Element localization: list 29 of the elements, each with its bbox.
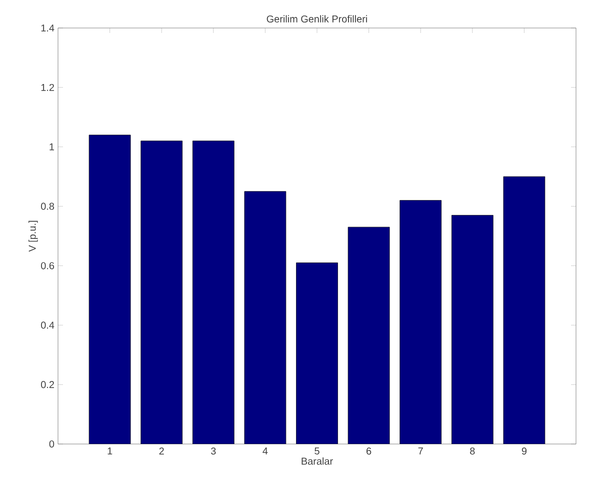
bar xyxy=(400,200,442,444)
x-tick-label: 3 xyxy=(211,448,216,455)
bar xyxy=(296,262,338,444)
x-tick-label: 5 xyxy=(314,448,320,454)
bar xyxy=(452,215,494,444)
x-tick-label: 9 xyxy=(522,448,527,455)
bar xyxy=(503,176,546,444)
chart-title: Gerilim Genlik Profilleri xyxy=(266,15,367,22)
y-tick-label: 0.2 xyxy=(41,381,54,388)
x-tick-label: 8 xyxy=(470,448,475,455)
x-axis-title: Baralar xyxy=(302,457,333,465)
bar xyxy=(89,134,131,444)
x-tick-label: 2 xyxy=(159,448,164,454)
y-tick-label: 0.8 xyxy=(41,202,54,210)
x-tick-label: 6 xyxy=(366,448,372,455)
x-tick-label: 1 xyxy=(108,448,112,454)
bar xyxy=(140,140,182,444)
y-axis-title: V [p.u.] xyxy=(28,220,38,252)
y-tick-label: 1 xyxy=(50,143,54,150)
bar xyxy=(244,191,286,444)
y-tick-label: 0.4 xyxy=(41,322,54,329)
y-tick-label: 0.6 xyxy=(41,262,54,270)
y-tick-label: 1.2 xyxy=(41,84,54,91)
bar xyxy=(348,227,390,444)
bar xyxy=(192,140,234,444)
x-tick-label: 4 xyxy=(262,448,268,454)
y-tick-label: 0 xyxy=(49,440,54,448)
y-tick-label: 1.4 xyxy=(41,24,54,32)
x-tick-label: 7 xyxy=(418,448,423,454)
